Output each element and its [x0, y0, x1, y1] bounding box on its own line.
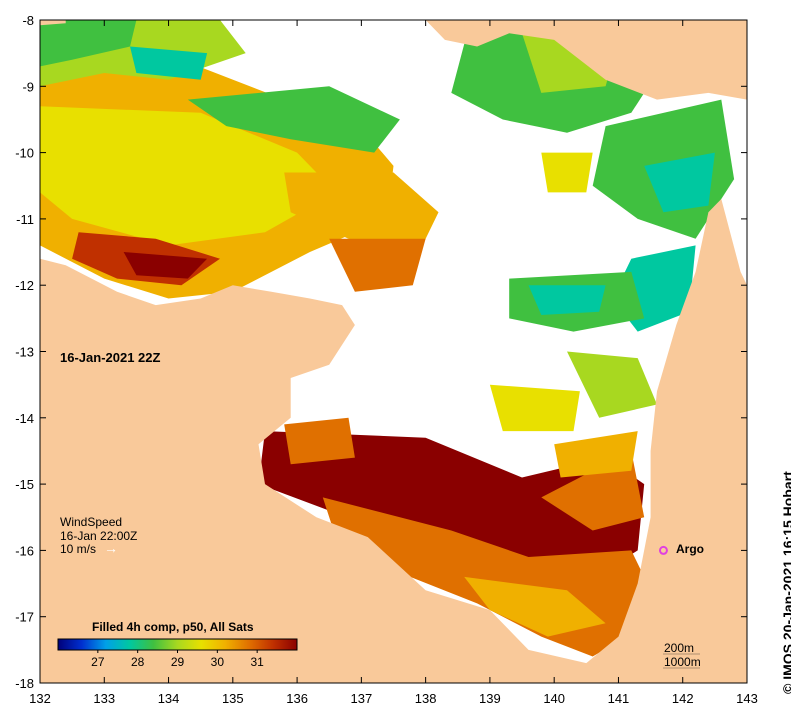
sst-patch — [40, 20, 137, 67]
lat-tick-label: -10 — [15, 146, 34, 161]
sst-patch — [464, 576, 606, 637]
land-new-guinea — [425, 20, 747, 100]
lon-tick-label: 140 — [543, 691, 565, 706]
lat-tick-label: -13 — [15, 345, 34, 360]
sst-patch — [554, 431, 638, 478]
sst-field — [40, 20, 735, 657]
wind-arrow-icon: → — [104, 540, 118, 556]
date-label: 16-Jan-2021 22Z — [60, 350, 161, 365]
sst-patch — [567, 351, 657, 418]
sst-patch — [123, 252, 208, 279]
lat-tick-label: -16 — [15, 543, 34, 558]
sst-patch — [187, 86, 400, 153]
sst-patch — [644, 152, 715, 213]
lat-tick-label: -17 — [15, 610, 34, 625]
argo-label: Argo — [676, 542, 704, 556]
lat-tick-label: -18 — [15, 676, 34, 691]
lon-tick-label: 136 — [286, 691, 308, 706]
lon-tick-label: 137 — [351, 691, 373, 706]
wind-time: 16-Jan 22:00Z — [60, 529, 138, 543]
land-australia — [40, 199, 747, 683]
lat-tick-label: -11 — [16, 212, 34, 227]
land-mass — [40, 20, 747, 683]
colorbar-tick-label: 27 — [91, 655, 105, 669]
lat-tick-label: -9 — [22, 79, 34, 94]
colorbar — [57, 638, 298, 651]
lat-tick-label: -15 — [15, 477, 34, 492]
contour-label-200m: 200m — [664, 641, 695, 655]
lon-tick-label: 143 — [736, 691, 758, 706]
sst-patch — [329, 238, 426, 292]
colorbar-tick-label: 30 — [211, 655, 225, 669]
lon-tick-label: 134 — [158, 691, 180, 706]
land-nw — [40, 20, 66, 26]
sst-patch — [40, 106, 336, 246]
lon-tick-label: 132 — [29, 691, 51, 706]
lat-tick-label: -14 — [15, 411, 34, 426]
colorbar-tick-label: 28 — [131, 655, 145, 669]
sst-patch — [528, 285, 606, 315]
lon-tick-label: 141 — [608, 691, 630, 706]
contour-label-1000m: 1000m — [664, 655, 701, 669]
axes-frame: 132 133 134 135 136 137 138 139 140 141 142 143 -8 -9… — [15, 13, 758, 706]
lon-tick-label: 139 — [479, 691, 501, 706]
argo-marker-icon — [658, 545, 668, 555]
sst-patch — [489, 384, 580, 432]
colorbar-title: Filled 4h comp, p50, All Sats — [92, 620, 254, 634]
lon-tick-label: 138 — [415, 691, 437, 706]
sst-patch — [284, 417, 355, 465]
sst-patch — [258, 431, 645, 571]
wind-title: WindSpeed — [60, 515, 123, 529]
colorbar-tick-label: 29 — [171, 655, 185, 669]
lon-tick-label: 142 — [672, 691, 694, 706]
sst-patch — [541, 152, 593, 193]
lat-tick-label: -12 — [15, 278, 34, 293]
credit-text: © IMOS 20-Jan-2021 16:15 Hobart — [780, 471, 791, 694]
lon-tick-label: 135 — [222, 691, 244, 706]
colorbar-tick-label: 31 — [250, 655, 264, 669]
wind-scale: 10 m/s — [60, 542, 97, 556]
lon-tick-label: 133 — [93, 691, 115, 706]
lat-tick-label: -8 — [22, 13, 34, 28]
sst-patch — [130, 46, 208, 80]
sst-patch — [284, 172, 439, 252]
